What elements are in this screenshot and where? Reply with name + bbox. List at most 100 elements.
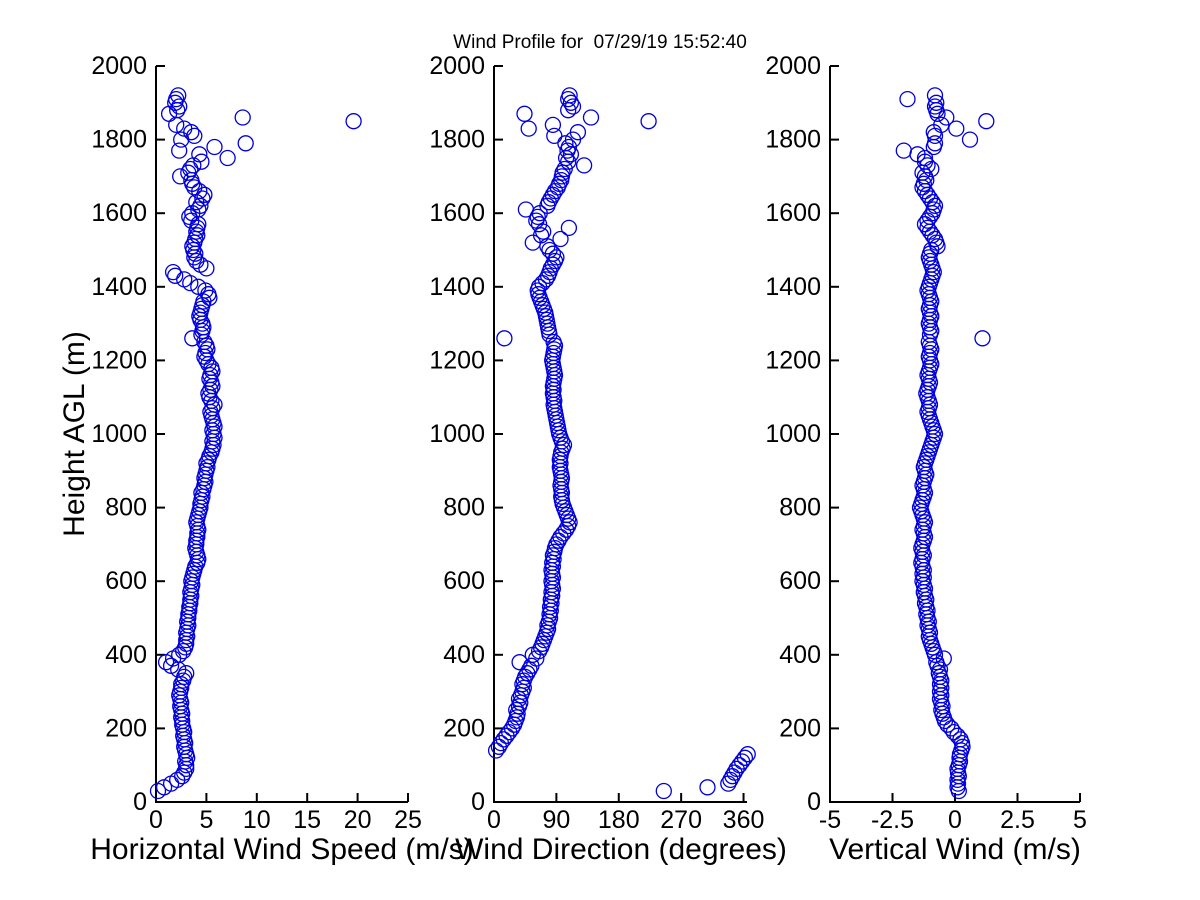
data-point	[544, 116, 562, 134]
y-tick-label: 200	[779, 714, 821, 742]
data-point	[736, 749, 754, 766]
y-tick-label: 1800	[765, 126, 821, 154]
y-tick-label: 2000	[91, 52, 147, 80]
data-point	[176, 120, 193, 137]
x-tick-label: 15	[293, 806, 321, 834]
data-point	[541, 241, 558, 259]
x-tick-label: 2.5	[1000, 806, 1035, 834]
y-tick-label: 1600	[765, 199, 821, 227]
y-tick-label: 800	[105, 494, 147, 522]
x-tick-label: 0	[948, 806, 962, 834]
x-tick-label: 5	[199, 806, 213, 834]
x-axis-label-wind-direction: Wind Direction (degrees)	[455, 833, 787, 866]
x-tick-label: 20	[344, 806, 372, 834]
y-tick-label: 1600	[91, 199, 147, 227]
x-tick-label: 0	[149, 806, 163, 834]
y-tick-label: 800	[443, 494, 485, 522]
data-point	[919, 157, 936, 174]
data-points	[487, 87, 756, 800]
data-point	[551, 175, 568, 192]
panel-horizontal-wind-speed: 0 5 10 15 20 25 0 200 400 600 800 1000 1200 1400 1600 1…	[91, 52, 422, 834]
y-tick-label: 1200	[91, 346, 147, 374]
y-axis-label: Height AGL (m)	[58, 331, 91, 537]
y-tick-label: 1000	[91, 420, 147, 448]
y-tick-label: 800	[779, 494, 821, 522]
x-tick-label: 5	[1073, 806, 1087, 834]
y-tick-label: 1200	[429, 346, 485, 374]
y-tick-label: 400	[779, 641, 821, 669]
data-point	[928, 94, 945, 111]
data-point	[530, 642, 548, 660]
x-tick-label: 90	[542, 806, 570, 834]
data-point	[188, 252, 205, 270]
data-point	[552, 230, 569, 248]
data-point	[569, 124, 587, 141]
figure-title: Wind Profile for 07/29/19 15:52:40	[453, 32, 747, 53]
y-tick-label: 0	[133, 788, 147, 816]
data-points	[895, 87, 995, 800]
data-point	[206, 138, 223, 156]
data-point	[496, 330, 513, 347]
data-point	[974, 330, 991, 347]
y-tick-label: 1400	[765, 273, 821, 301]
data-point	[640, 113, 657, 130]
data-point	[171, 98, 188, 115]
data-point	[529, 208, 546, 226]
data-point	[919, 219, 936, 237]
data-point	[191, 146, 208, 163]
data-point	[530, 216, 548, 233]
data-point	[171, 142, 188, 159]
y-tick-label: 1000	[429, 420, 485, 448]
data-point	[931, 661, 949, 678]
data-point	[186, 179, 203, 196]
x-tick-label: -2.5	[871, 806, 914, 834]
data-point	[345, 113, 362, 130]
y-tick-label: 200	[105, 714, 147, 742]
data-point	[168, 90, 185, 108]
data-point	[557, 135, 574, 152]
y-tick-label: 2000	[429, 52, 485, 80]
data-point	[546, 127, 563, 145]
data-point	[556, 160, 573, 178]
data-point	[520, 120, 537, 137]
data-point	[190, 201, 207, 218]
y-tick-label: 400	[443, 641, 485, 669]
data-point	[170, 87, 187, 104]
data-point	[555, 436, 573, 454]
x-tick-label: 25	[394, 806, 422, 834]
x-tick-label: 10	[243, 806, 271, 834]
data-point	[237, 135, 254, 152]
data-point	[160, 105, 178, 122]
data-point	[516, 105, 533, 122]
data-point	[184, 238, 201, 255]
data-point	[575, 157, 593, 174]
data-point	[978, 113, 995, 130]
y-tick-label: 600	[443, 567, 485, 595]
data-point	[528, 650, 545, 667]
data-point	[948, 120, 965, 137]
x-axis-label-vertical-wind: Vertical Wind (m/s)	[829, 833, 1081, 866]
data-point	[699, 779, 716, 796]
y-tick-label: 1400	[91, 273, 147, 301]
y-tick-label: 200	[443, 714, 485, 742]
data-point	[561, 87, 578, 104]
data-point	[532, 227, 550, 244]
x-tick-label: 360	[723, 806, 765, 834]
y-tick-label: 600	[105, 567, 147, 595]
data-point	[198, 337, 215, 354]
data-point	[655, 782, 672, 800]
y-tick-label: 1400	[429, 273, 485, 301]
y-tick-label: 1000	[765, 420, 821, 448]
data-point	[219, 149, 236, 167]
data-point	[202, 366, 219, 384]
data-point	[164, 263, 182, 281]
data-point	[511, 654, 528, 671]
data-point	[197, 344, 214, 362]
y-tick-label: 400	[105, 641, 147, 669]
data-point	[167, 267, 184, 284]
data-point	[178, 665, 195, 682]
data-point	[560, 219, 578, 237]
panel-vertical-wind: -5 -2.5 0 2.5 5 0 200 400 600 800 1000 1200 1400 1600…	[765, 52, 1087, 834]
data-point	[517, 201, 535, 218]
